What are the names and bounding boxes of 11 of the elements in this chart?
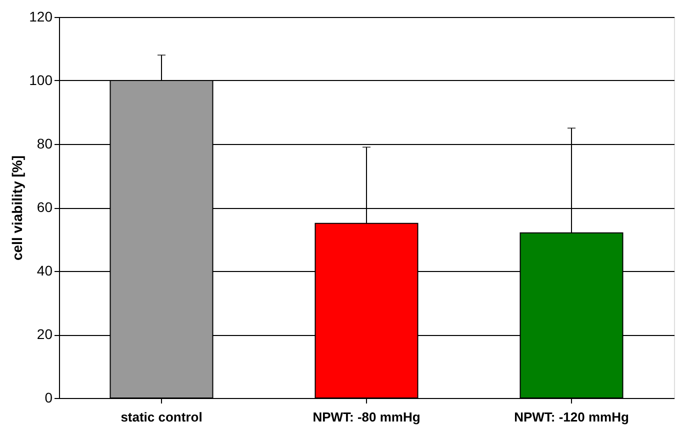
y-axis-title: cell viability [%] bbox=[9, 155, 26, 261]
y-tick-label: 40 bbox=[36, 262, 53, 278]
x-tick-label: NPWT: -80 mmHg bbox=[312, 410, 420, 424]
y-tick-label: 0 bbox=[44, 390, 53, 406]
x-tick-label: static control bbox=[120, 410, 202, 424]
x-tick-label: NPWT: -120 mmHg bbox=[514, 410, 629, 424]
y-tick-label: 60 bbox=[36, 199, 53, 215]
y-tick-label: 20 bbox=[36, 326, 53, 342]
y-tick-label: 80 bbox=[36, 136, 53, 152]
y-tick-label: 120 bbox=[29, 8, 53, 24]
y-tick-label: 100 bbox=[29, 72, 53, 88]
